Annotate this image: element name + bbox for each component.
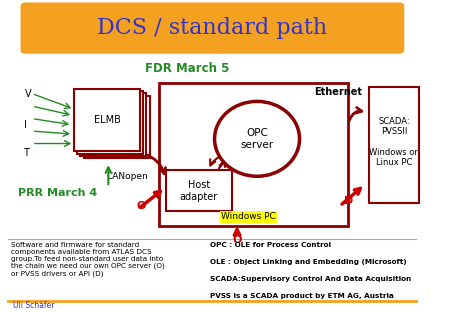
Text: Uli Schäfer: Uli Schäfer bbox=[13, 301, 54, 310]
Text: OPC : OLE for Process Control: OPC : OLE for Process Control bbox=[210, 242, 331, 248]
Text: SCADA:
PVSSII

Windows or
Linux PC: SCADA: PVSSII Windows or Linux PC bbox=[369, 117, 419, 167]
Text: PRR March 4: PRR March 4 bbox=[18, 188, 97, 198]
Text: CANopen: CANopen bbox=[107, 172, 148, 181]
Text: SCADA:Supervisory Control And Data Acquisition: SCADA:Supervisory Control And Data Acqui… bbox=[210, 276, 412, 282]
Bar bbox=[84, 96, 149, 158]
Text: DCS / standard path: DCS / standard path bbox=[97, 17, 328, 39]
Text: I: I bbox=[24, 120, 27, 130]
Text: OLE : Object Linking and Embedding (Microsoft): OLE : Object Linking and Embedding (Micr… bbox=[210, 259, 407, 265]
Text: ELMB: ELMB bbox=[94, 115, 121, 125]
FancyBboxPatch shape bbox=[21, 3, 404, 53]
Text: O: O bbox=[232, 235, 242, 245]
Text: Host
adapter: Host adapter bbox=[180, 180, 218, 202]
Bar bbox=[80, 93, 146, 156]
Text: O: O bbox=[136, 201, 146, 211]
Text: OPC
server: OPC server bbox=[240, 128, 274, 150]
Bar bbox=[166, 170, 232, 211]
Text: D: D bbox=[344, 196, 353, 206]
Ellipse shape bbox=[215, 101, 300, 176]
Bar bbox=[159, 83, 348, 226]
Text: V: V bbox=[25, 89, 32, 99]
Text: Windows PC: Windows PC bbox=[221, 212, 276, 221]
Text: Software and firmware for standard
components available from ATLAS DCS
group.To : Software and firmware for standard compo… bbox=[11, 242, 164, 277]
Text: T: T bbox=[22, 148, 28, 158]
Text: Ethernet: Ethernet bbox=[314, 87, 362, 97]
Bar bbox=[369, 87, 419, 203]
Text: FDR March 5: FDR March 5 bbox=[145, 62, 229, 75]
Text: PVSS is a SCADA product by ETM AG, Austria: PVSS is a SCADA product by ETM AG, Austr… bbox=[210, 293, 394, 299]
Bar bbox=[77, 91, 143, 154]
Bar bbox=[74, 89, 140, 151]
